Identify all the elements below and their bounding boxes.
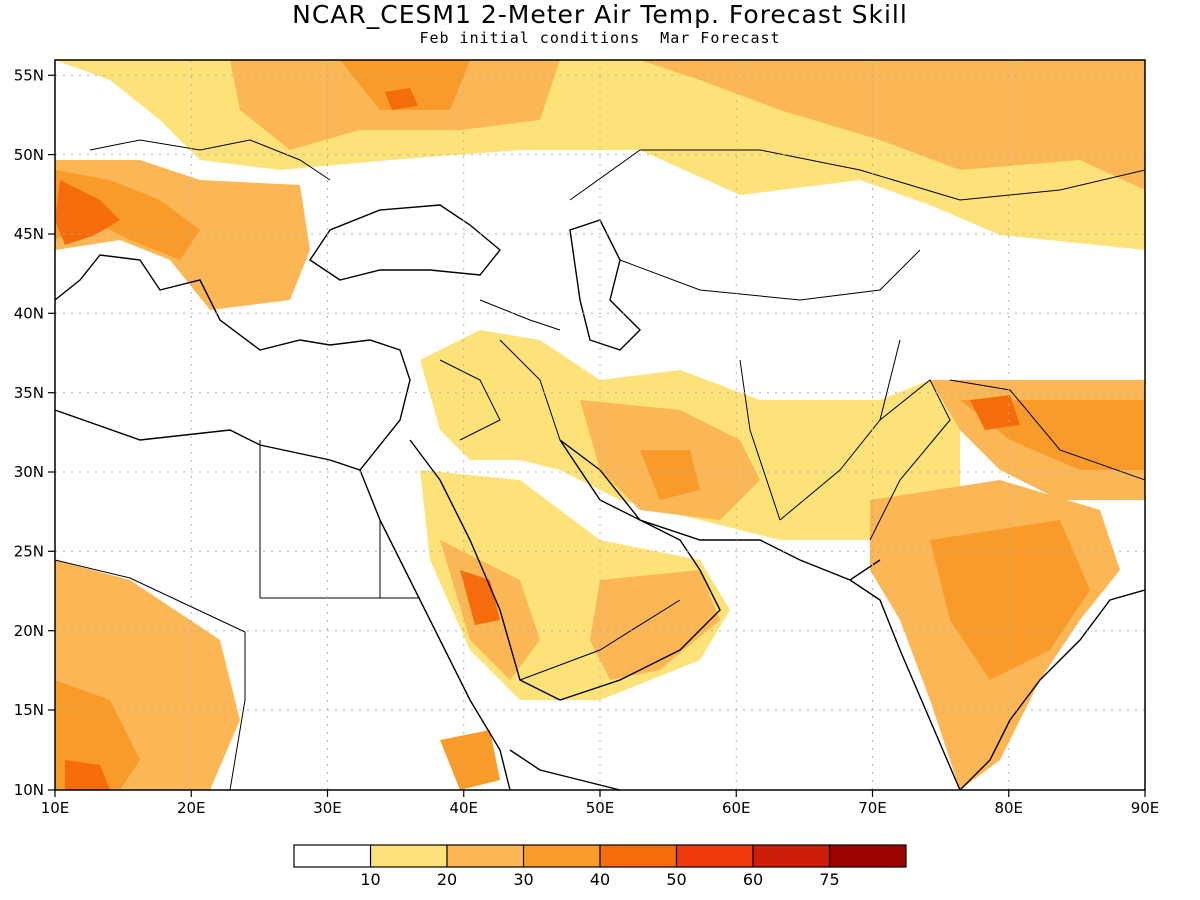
lat-tick-label: 15N bbox=[14, 701, 44, 719]
border-china-india bbox=[949, 379, 1145, 481]
tick-marks bbox=[48, 74, 1146, 797]
lat-tick-label: 20N bbox=[14, 622, 44, 640]
border-iraq-iran bbox=[499, 339, 561, 441]
lon-tick-label: 30E bbox=[313, 799, 342, 817]
border-syria-iraq bbox=[439, 359, 501, 441]
map-subtitle: Feb initial conditions Mar Forecast bbox=[419, 29, 781, 47]
skill-region-ethiopia bbox=[440, 730, 500, 790]
colorbar-swatch bbox=[370, 845, 447, 867]
colorbar-label: 20 bbox=[437, 870, 457, 889]
skill-region-max-russia bbox=[385, 88, 418, 110]
coast-gulf bbox=[559, 439, 881, 581]
colorbar-swatch bbox=[294, 845, 371, 867]
border-kaz-south bbox=[619, 249, 921, 301]
coast-india bbox=[849, 579, 1145, 790]
lon-tick-label: 60E bbox=[722, 799, 751, 817]
gridlines bbox=[55, 60, 1145, 790]
border-chad-sudan bbox=[229, 632, 246, 790]
lon-tick-label: 80E bbox=[994, 799, 1023, 817]
skill-region-iran-core bbox=[640, 450, 700, 500]
map-title: NCAR_CESM1 2-Meter Air Temp. Forecast Sk… bbox=[292, 0, 908, 29]
coast-arabia bbox=[409, 439, 721, 701]
border-iran-afghan bbox=[739, 359, 781, 521]
skill-region-alps-peak bbox=[55, 180, 120, 245]
coast-caspian bbox=[569, 219, 641, 351]
colorbar-swatch bbox=[523, 845, 600, 867]
border-pak-india bbox=[869, 379, 951, 541]
colorbar-swatch bbox=[676, 845, 753, 867]
border-turkey-east bbox=[479, 299, 561, 331]
colorbar-swatch bbox=[753, 845, 830, 867]
coast-africa-horn bbox=[509, 749, 621, 790]
colorbar-label: 50 bbox=[666, 870, 686, 889]
lat-tick-label: 50N bbox=[14, 146, 44, 164]
lon-tick-label: 40E bbox=[449, 799, 478, 817]
lat-tick-label: 40N bbox=[14, 305, 44, 323]
skill-region-arabia-high bbox=[460, 570, 500, 625]
colorbar-label: 60 bbox=[743, 870, 763, 889]
lon-tick-label: 70E bbox=[858, 799, 887, 817]
colorbar-swatch bbox=[447, 845, 524, 867]
border-russia-kaz bbox=[569, 149, 1145, 201]
lat-tick-labels: 55N 50N 45N 40N 35N 30N 25N 20N 15N 10N bbox=[14, 67, 44, 800]
skill-region-oman bbox=[590, 570, 720, 680]
skill-region-ukraine bbox=[340, 60, 470, 110]
lon-tick-label: 90E bbox=[1131, 799, 1160, 817]
border-afghan-pak bbox=[779, 339, 901, 521]
colorbar: 10 20 30 40 50 60 75 bbox=[293, 844, 907, 889]
colorbar-label: 75 bbox=[819, 870, 839, 889]
skill-region-central-asia bbox=[640, 60, 1145, 190]
lon-tick-label: 10E bbox=[41, 799, 70, 817]
border-libya-chad bbox=[55, 559, 246, 633]
lon-tick-label: 20E bbox=[177, 799, 206, 817]
skill-region-sahel-peak bbox=[65, 760, 110, 790]
colorbar-outline bbox=[293, 844, 907, 868]
skill-region-alps bbox=[55, 170, 200, 260]
lat-tick-label: 45N bbox=[14, 225, 44, 243]
lat-tick-label: 55N bbox=[14, 67, 44, 85]
skill-region-kashmir bbox=[970, 395, 1020, 430]
lat-tick-label: 10N bbox=[14, 781, 44, 799]
skill-region-india-core bbox=[930, 520, 1090, 680]
colorbar-swatch bbox=[600, 845, 677, 867]
lat-tick-label: 30N bbox=[14, 463, 44, 481]
colorbar-label: 30 bbox=[513, 870, 533, 889]
coast-black-sea bbox=[309, 204, 501, 281]
colorbar-label: 40 bbox=[590, 870, 610, 889]
lon-tick-label: 50E bbox=[586, 799, 615, 817]
border-saudi-yemen bbox=[519, 599, 681, 681]
colorbar-label: 10 bbox=[360, 870, 380, 889]
borders bbox=[55, 139, 1145, 790]
colorbar-swatch bbox=[829, 845, 906, 867]
lat-tick-label: 35N bbox=[14, 384, 44, 402]
border-europe bbox=[89, 139, 331, 181]
coast-mediterranean bbox=[55, 254, 411, 471]
lon-tick-labels: 10E 20E 30E 40E 50E 60E 70E 80E 90E bbox=[41, 799, 1160, 817]
lat-tick-label: 25N bbox=[14, 543, 44, 561]
skill-shading bbox=[55, 60, 1145, 790]
